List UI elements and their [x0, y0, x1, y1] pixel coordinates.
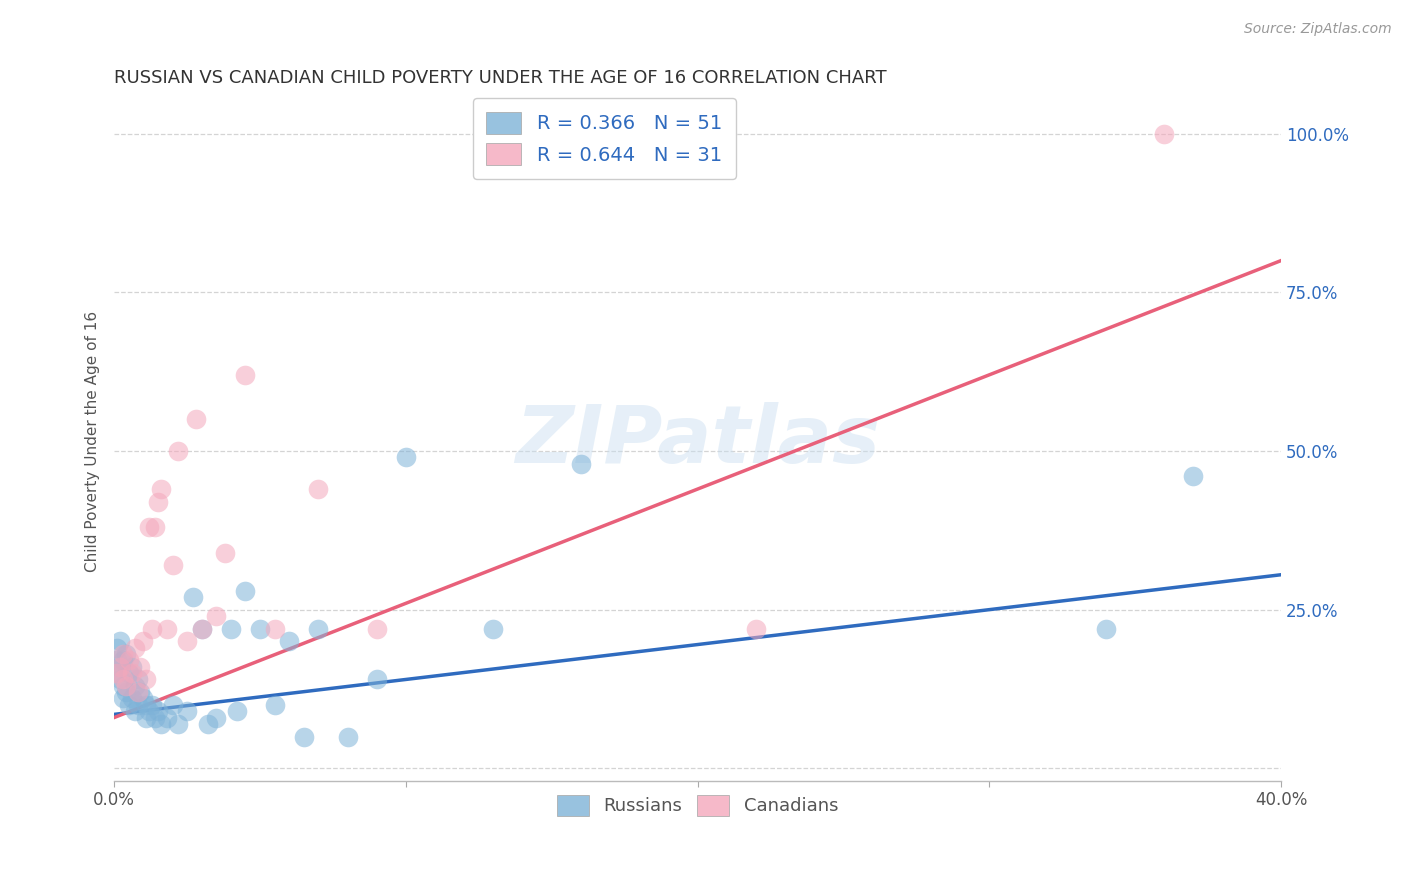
Point	[205, 710, 228, 724]
Point	[124, 704, 146, 718]
Point	[135, 673, 157, 687]
Point	[115, 647, 138, 661]
Point	[129, 685, 152, 699]
Point	[111, 647, 134, 661]
Point	[129, 659, 152, 673]
Point	[156, 710, 179, 724]
Point	[135, 710, 157, 724]
Point	[167, 444, 190, 458]
Point	[124, 679, 146, 693]
Point	[197, 717, 219, 731]
Point	[127, 698, 149, 712]
Point	[307, 622, 329, 636]
Point	[121, 666, 143, 681]
Point	[745, 622, 768, 636]
Point	[235, 583, 257, 598]
Point	[181, 590, 204, 604]
Point	[143, 520, 166, 534]
Point	[307, 482, 329, 496]
Point	[162, 698, 184, 712]
Point	[146, 704, 169, 718]
Point	[108, 659, 131, 673]
Point	[205, 609, 228, 624]
Point	[214, 545, 236, 559]
Point	[115, 685, 138, 699]
Point	[108, 659, 131, 673]
Point	[482, 622, 505, 636]
Point	[149, 482, 172, 496]
Point	[336, 730, 359, 744]
Point	[121, 691, 143, 706]
Point	[176, 704, 198, 718]
Point	[225, 704, 247, 718]
Legend: Russians, Canadians: Russians, Canadians	[550, 788, 845, 823]
Point	[124, 640, 146, 655]
Point	[190, 622, 212, 636]
Point	[149, 717, 172, 731]
Point	[190, 622, 212, 636]
Point	[132, 691, 155, 706]
Point	[219, 622, 242, 636]
Point	[127, 673, 149, 687]
Point	[118, 698, 141, 712]
Point	[395, 450, 418, 465]
Point	[143, 710, 166, 724]
Point	[184, 412, 207, 426]
Point	[111, 691, 134, 706]
Point	[108, 673, 131, 687]
Point	[1095, 622, 1118, 636]
Point	[167, 717, 190, 731]
Point	[105, 653, 128, 667]
Point	[111, 653, 134, 667]
Point	[1182, 469, 1205, 483]
Point	[235, 368, 257, 382]
Text: Source: ZipAtlas.com: Source: ZipAtlas.com	[1244, 22, 1392, 37]
Point	[108, 634, 131, 648]
Point	[141, 698, 163, 712]
Point	[162, 558, 184, 573]
Text: ZIPatlas: ZIPatlas	[515, 402, 880, 481]
Point	[569, 457, 592, 471]
Point	[263, 622, 285, 636]
Point	[156, 622, 179, 636]
Point	[115, 679, 138, 693]
Point	[135, 698, 157, 712]
Point	[263, 698, 285, 712]
Point	[176, 634, 198, 648]
Y-axis label: Child Poverty Under the Age of 16: Child Poverty Under the Age of 16	[86, 311, 100, 572]
Point	[1153, 127, 1175, 141]
Point	[105, 666, 128, 681]
Point	[118, 653, 141, 667]
Point	[111, 673, 134, 687]
Point	[111, 679, 134, 693]
Point	[138, 520, 160, 534]
Point	[249, 622, 271, 636]
Point	[138, 704, 160, 718]
Point	[278, 634, 301, 648]
Point	[118, 666, 141, 681]
Point	[132, 634, 155, 648]
Point	[292, 730, 315, 744]
Point	[127, 685, 149, 699]
Point	[105, 666, 128, 681]
Point	[366, 673, 388, 687]
Point	[105, 640, 128, 655]
Point	[146, 495, 169, 509]
Text: RUSSIAN VS CANADIAN CHILD POVERTY UNDER THE AGE OF 16 CORRELATION CHART: RUSSIAN VS CANADIAN CHILD POVERTY UNDER …	[114, 69, 887, 87]
Point	[121, 659, 143, 673]
Point	[141, 622, 163, 636]
Point	[366, 622, 388, 636]
